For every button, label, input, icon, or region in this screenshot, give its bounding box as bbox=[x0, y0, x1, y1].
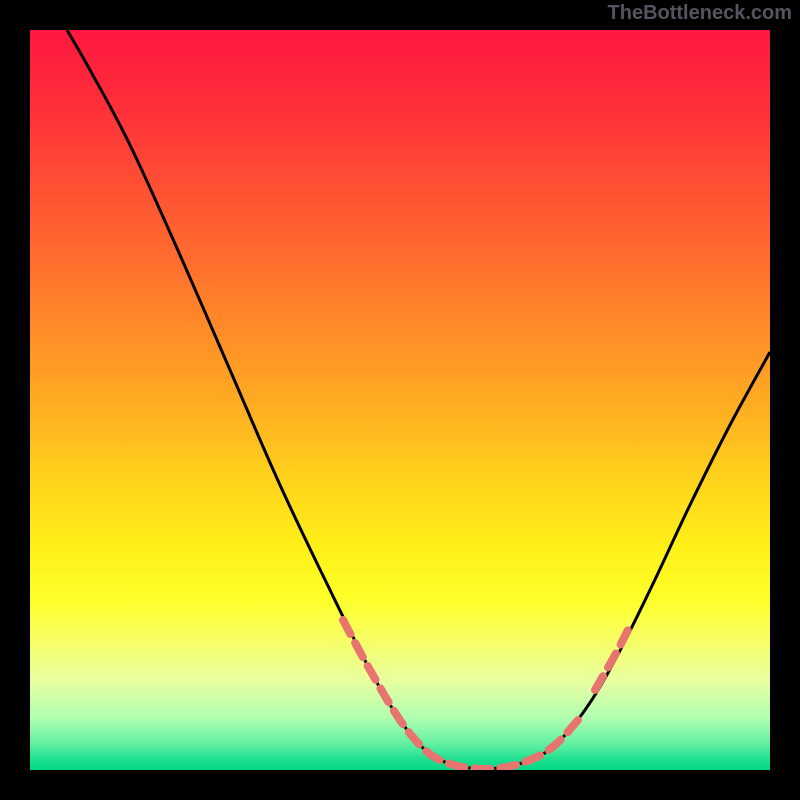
watermark-text: TheBottleneck.com bbox=[608, 2, 792, 25]
plot-area bbox=[30, 30, 770, 770]
chart-container: TheBottleneck.com bbox=[0, 0, 800, 800]
